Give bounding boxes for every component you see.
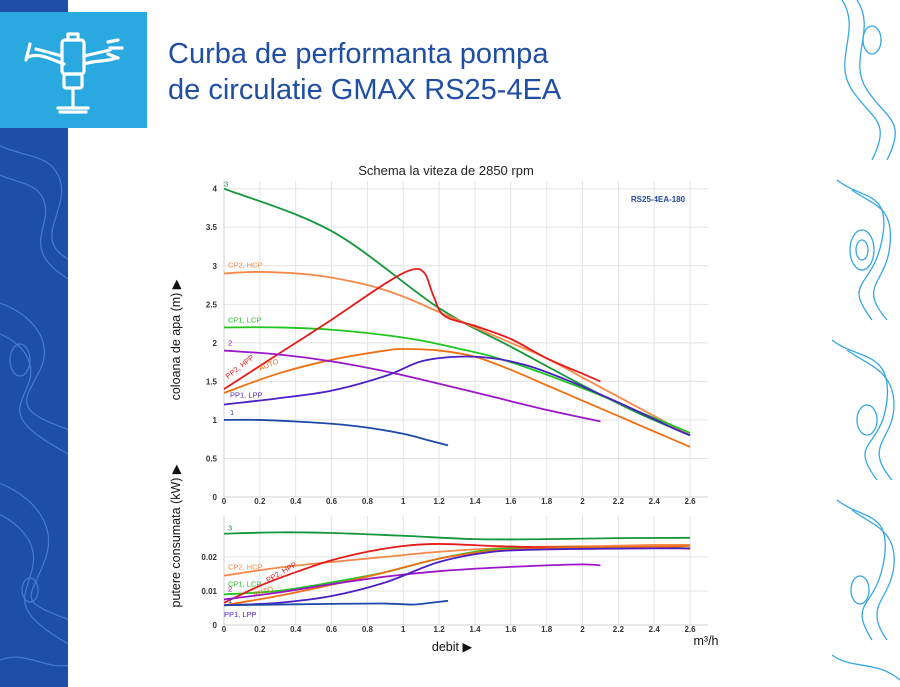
head-y-tick-label: 3.5 xyxy=(206,223,218,232)
power-x-tick-label: 1.4 xyxy=(469,625,481,634)
head-x-tick-label: 1.6 xyxy=(505,497,517,506)
right-decorative-strip xyxy=(832,0,900,687)
head-y-tick-label: 3 xyxy=(213,262,218,271)
power-y-tick-label: 0.01 xyxy=(201,587,217,596)
head-series-pp2-hpp-line xyxy=(223,267,601,390)
page-title-line-2: de circulatie GMAX RS25-4EA xyxy=(168,74,562,106)
head-series-2-label: 2 xyxy=(228,339,232,348)
head-series-1-label: 1 xyxy=(230,408,234,417)
head-y-axis-label: coloana de apa (m) ▶ xyxy=(169,279,183,400)
head-series-cp2-hcp-label: CP2, HCP xyxy=(228,260,263,269)
head-x-tick-label: 1 xyxy=(401,497,406,506)
power-series-auto-label: AUTO xyxy=(252,584,275,599)
head-x-tick-label: 2.6 xyxy=(685,497,697,506)
power-series-cp2-hcp-label: CP2, HCP xyxy=(228,563,263,572)
model-label: RS25-4EA-180 xyxy=(631,195,686,204)
head-x-tick-label: 0.6 xyxy=(326,497,338,506)
power-y-tick-label: 0.02 xyxy=(201,553,217,562)
head-series-auto-line xyxy=(223,348,691,448)
power-x-tick-label: 0.6 xyxy=(326,625,338,634)
power-x-tick-label: 0.8 xyxy=(362,625,374,634)
head-x-tick-label: 2 xyxy=(580,497,585,506)
power-series-1-line xyxy=(223,599,449,607)
power-x-tick-label: 1.8 xyxy=(541,625,553,634)
logo-box xyxy=(0,12,147,128)
power-x-tick-label: 0.4 xyxy=(290,625,302,634)
power-x-tick-label: 1 xyxy=(401,625,406,634)
x-axis-unit: m³/h xyxy=(694,634,719,648)
head-x-tick-label: 0.8 xyxy=(362,497,374,506)
power-x-tick-label: 1.6 xyxy=(505,625,517,634)
power-x-tick-label: 2.4 xyxy=(649,625,661,634)
head-series-auto-label: AUTO xyxy=(257,357,280,373)
power-series-cp1-lcp-label: CP1, LCP xyxy=(228,579,261,588)
head-series-2-line xyxy=(223,349,601,423)
head-series-3-line xyxy=(223,187,691,437)
head-y-tick-label: 2.5 xyxy=(206,300,218,309)
head-y-tick-label: 0.5 xyxy=(206,454,218,463)
head-series-pp1-lpp-label: PP1, LPP xyxy=(230,391,263,400)
power-y-axis-label: putere consumata (kW) ▶ xyxy=(169,464,183,607)
head-x-tick-label: 1.2 xyxy=(434,497,446,506)
power-series-pp2-hpp-line xyxy=(223,543,691,604)
power-series-2-label: 2 xyxy=(228,584,232,593)
topographic-pattern-right xyxy=(832,0,900,681)
head-y-tick-label: 4 xyxy=(213,185,218,194)
power-series-3-line xyxy=(223,531,691,541)
power-x-tick-label: 0 xyxy=(222,625,227,634)
power-x-tick-label: 1.2 xyxy=(434,625,446,634)
head-series-pp2-hpp-label: PP2, HPP xyxy=(224,353,256,381)
head-x-tick-label: 0.4 xyxy=(290,497,302,506)
head-x-tick-label: 0.2 xyxy=(254,497,266,506)
head-x-tick-label: 1.8 xyxy=(541,497,553,506)
head-y-tick-label: 1.5 xyxy=(206,377,218,386)
power-series-3-label: 3 xyxy=(228,524,232,533)
head-x-tick-label: 1.4 xyxy=(469,497,481,506)
head-x-tick-label: 2.2 xyxy=(613,497,625,506)
power-series-auto-line xyxy=(223,545,691,607)
power-series-pp1-lpp-line xyxy=(223,547,691,607)
head-x-tick-label: 2.4 xyxy=(649,497,661,506)
head-y-tick-label: 2 xyxy=(213,339,218,348)
power-series-1-label: 1 xyxy=(228,596,232,605)
power-series-pp2-hpp-label: PP2, HPP xyxy=(265,560,299,585)
power-series-cp1-lcp-line xyxy=(223,546,691,596)
head-series-cp1-lcp-label: CP1, LCP xyxy=(228,315,261,324)
head-series-1-line xyxy=(223,418,449,447)
head-series-cp2-hcp-line xyxy=(223,271,691,437)
head-series-pp1-lpp-line xyxy=(223,355,691,437)
head-y-tick-label: 0 xyxy=(213,493,218,502)
x-axis-label: debit ▶ xyxy=(432,640,473,654)
power-series-2-line xyxy=(223,563,601,601)
power-x-tick-label: 0.2 xyxy=(254,625,266,634)
page-title-line-1: Curba de performanta pompa xyxy=(168,38,549,70)
head-y-tick-label: 1 xyxy=(213,416,218,425)
power-y-tick-label: 0 xyxy=(213,621,218,630)
page-title: Curba de performanta pompa de circulatie… xyxy=(168,36,688,108)
power-x-tick-label: 2.6 xyxy=(685,625,697,634)
head-series-cp1-lcp-line xyxy=(223,326,691,434)
sprinkler-icon xyxy=(24,32,124,114)
power-series-pp1-lpp-label: PP1, LPP xyxy=(224,610,257,619)
power-x-tick-label: 2.2 xyxy=(613,625,625,634)
head-series-3-label: 3 xyxy=(224,180,228,189)
head-chart-title: Schema la viteza de 2850 rpm xyxy=(358,163,534,178)
power-x-tick-label: 2 xyxy=(580,625,585,634)
head-x-tick-label: 0 xyxy=(222,497,227,506)
power-series-cp2-hcp-line xyxy=(223,543,691,577)
